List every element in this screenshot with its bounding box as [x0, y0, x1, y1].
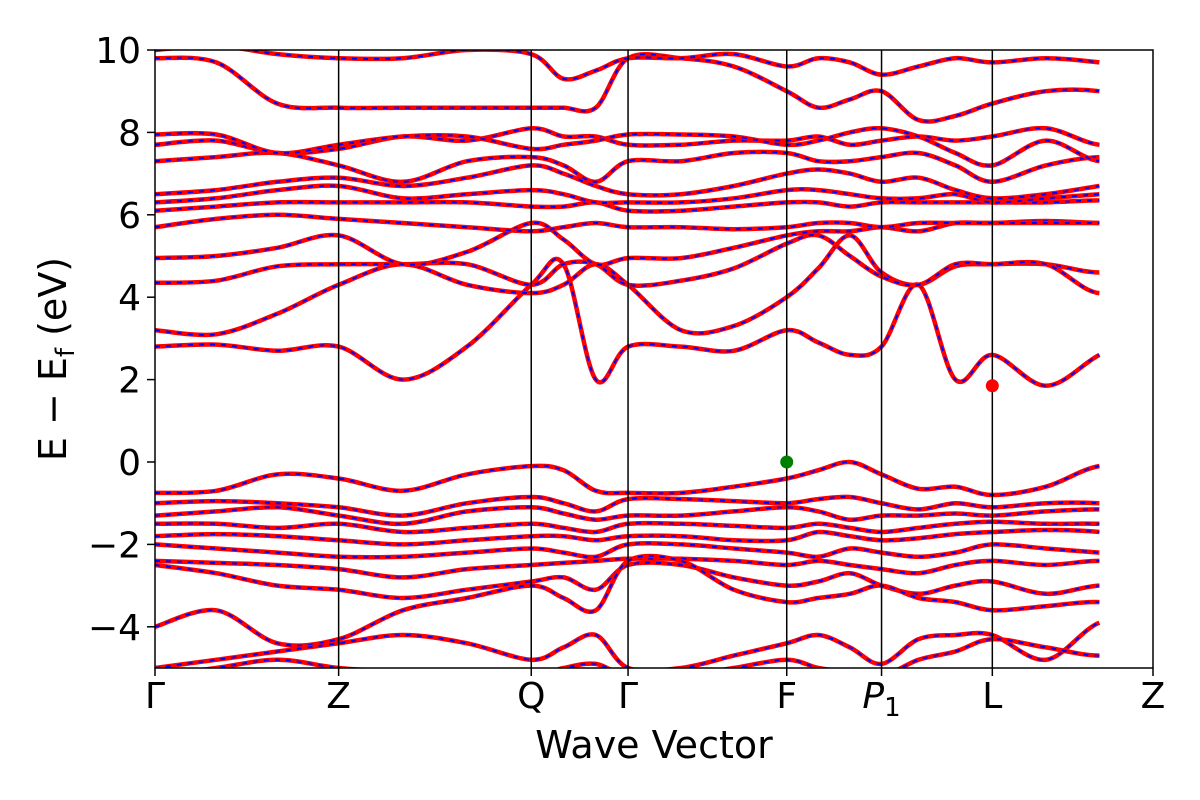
- x-tick-label-7: Z: [1141, 676, 1166, 717]
- band-line-dash-9: [155, 127, 1100, 155]
- x-tick-label-4: F: [776, 676, 797, 717]
- band-line-dash-14: [155, 495, 1100, 517]
- x-tick-label-3: Γ: [618, 676, 638, 717]
- cbm-marker: [985, 379, 999, 393]
- band-line-dash-2: [155, 233, 1100, 295]
- band-line-20: [155, 560, 1100, 601]
- band-line-5: [155, 198, 1100, 214]
- band-line-17: [155, 527, 1100, 547]
- y-axis-label-sub: f: [51, 347, 81, 357]
- x-axis-label: Wave Vector: [535, 723, 773, 767]
- band-line-0: [155, 256, 1101, 389]
- band-line-12: [155, 50, 1100, 82]
- kpoint-lines-layer: [337, 50, 994, 668]
- band-line-9: [155, 125, 1100, 156]
- band-line-23: [199, 636, 1100, 668]
- markers-layer: [780, 379, 999, 469]
- band-line-13: [155, 459, 1100, 498]
- y-tick-label-3: 2: [118, 361, 141, 402]
- y-tick-label-5: 6: [118, 196, 141, 237]
- x-tick-label-1: Z: [326, 676, 351, 717]
- band-line-dash-7: [155, 164, 1100, 200]
- band-line-dash-3: [155, 219, 1100, 266]
- y-axis-label: E − Ef (eV): [31, 257, 81, 461]
- band-line-dash-13: [155, 460, 1100, 497]
- x-tick-label-5: P1: [862, 676, 900, 723]
- band-line-dash-8: [155, 150, 1100, 183]
- band-line-22: [155, 620, 1101, 668]
- x-tick-label-6: L: [982, 676, 1002, 717]
- y-axis-label-main: E − E: [31, 357, 75, 461]
- y-tick-label-1: −2: [88, 525, 141, 566]
- band-line-dash-12: [155, 50, 1100, 81]
- band-line-dash-18: [155, 542, 1100, 559]
- band-line-11: [155, 52, 1100, 124]
- x-tick-label-0: Γ: [145, 676, 165, 717]
- band-line-dash-10: [155, 127, 1100, 167]
- y-axis-label-unit: (eV): [31, 257, 75, 348]
- y-tick-label-4: 4: [118, 278, 141, 319]
- y-tick-label-7: 10: [95, 31, 141, 72]
- band-line-21: [155, 553, 1100, 648]
- vbm-marker: [780, 455, 794, 469]
- band-line-16: [155, 519, 1100, 535]
- band-line-dash-22: [155, 621, 1100, 668]
- band-line-dash-6: [155, 184, 1100, 205]
- plot-frame: [154, 49, 1154, 669]
- x-tick-label-2: Q: [517, 676, 545, 717]
- band-line-dash-15: [155, 506, 1100, 525]
- y-tick-label-0: −4: [88, 608, 141, 649]
- y-tick-label-2: 0: [118, 443, 141, 484]
- band-line-dash-11: [155, 53, 1100, 123]
- band-line-dash-0: [155, 257, 1100, 387]
- bands-layer: [155, 50, 1101, 668]
- band-line-4: [155, 212, 1100, 234]
- x-ticks-layer: Γ Z Q Γ F P1 L Z: [145, 668, 1165, 723]
- y-ticks-layer: −4 −2 0 2 4 6 8 10: [88, 31, 155, 649]
- y-tick-label-6: 8: [118, 113, 141, 154]
